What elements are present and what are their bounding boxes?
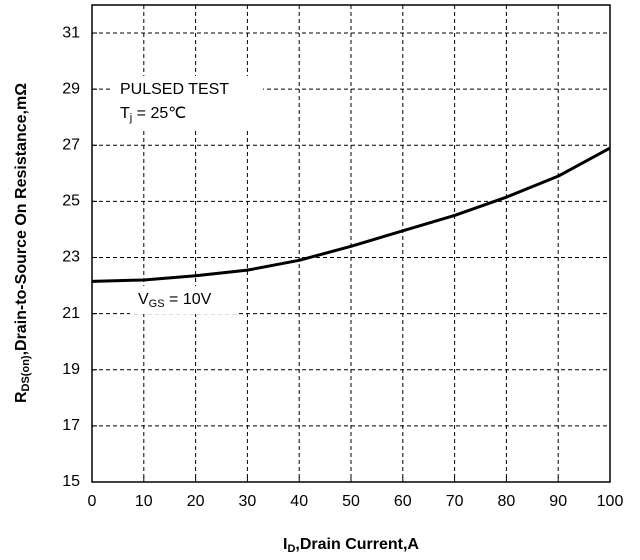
x-tick-label: 0 (88, 493, 97, 510)
y-tick-label: 15 (62, 473, 80, 490)
x-tick-label: 10 (135, 493, 153, 510)
annotation-part: T (120, 105, 130, 122)
x-axis-label: ID,Drain Current,A (283, 536, 419, 555)
annotation-part: = 25℃ (132, 105, 186, 122)
annotation: Tj = 25℃ (120, 105, 186, 124)
x-tick-label: 50 (342, 493, 360, 510)
x-tick-label: 100 (597, 493, 624, 510)
x-tick-label: 20 (187, 493, 205, 510)
annotation-bg (113, 76, 263, 128)
annotation-part: V (138, 291, 149, 308)
y-axis-label: RDS(on),Drain-to-Source On Resistance,mΩ (13, 83, 32, 403)
y-tick-label: 31 (62, 24, 80, 41)
annotation: VGS = 10V (138, 291, 212, 310)
y-tick-label: 29 (62, 80, 80, 97)
annotation-sub: GS (149, 298, 165, 310)
x-label-part: I (283, 536, 287, 553)
y-label-part: R (13, 391, 30, 403)
annotation-sub: j (129, 112, 132, 124)
x-tick-label: 90 (549, 493, 567, 510)
y-tick-label: 17 (62, 417, 80, 434)
x-tick-label: 70 (446, 493, 464, 510)
y-label-sub: DS(on) (20, 355, 32, 391)
x-label-part: ,Drain Current,A (295, 536, 419, 553)
x-label-sub: D (287, 543, 295, 555)
x-tick-label: 80 (498, 493, 516, 510)
annotation-bg (130, 286, 238, 314)
y-tick-label: 27 (62, 137, 80, 154)
x-tick-label: 40 (290, 493, 308, 510)
annotation: PULSED TEST (120, 81, 229, 98)
annotation-part: = 10V (165, 291, 212, 308)
y-tick-label: 19 (62, 361, 80, 378)
y-tick-label: 21 (62, 305, 80, 322)
y-tick-label: 25 (62, 193, 80, 210)
curve (91, 146, 611, 283)
y-label-part: ,Drain-to-Source On Resistance,mΩ (13, 83, 30, 356)
plot-frame (91, 4, 611, 483)
x-tick-label: 60 (394, 493, 412, 510)
x-tick-label: 30 (239, 493, 257, 510)
y-tick-label: 23 (62, 249, 80, 266)
